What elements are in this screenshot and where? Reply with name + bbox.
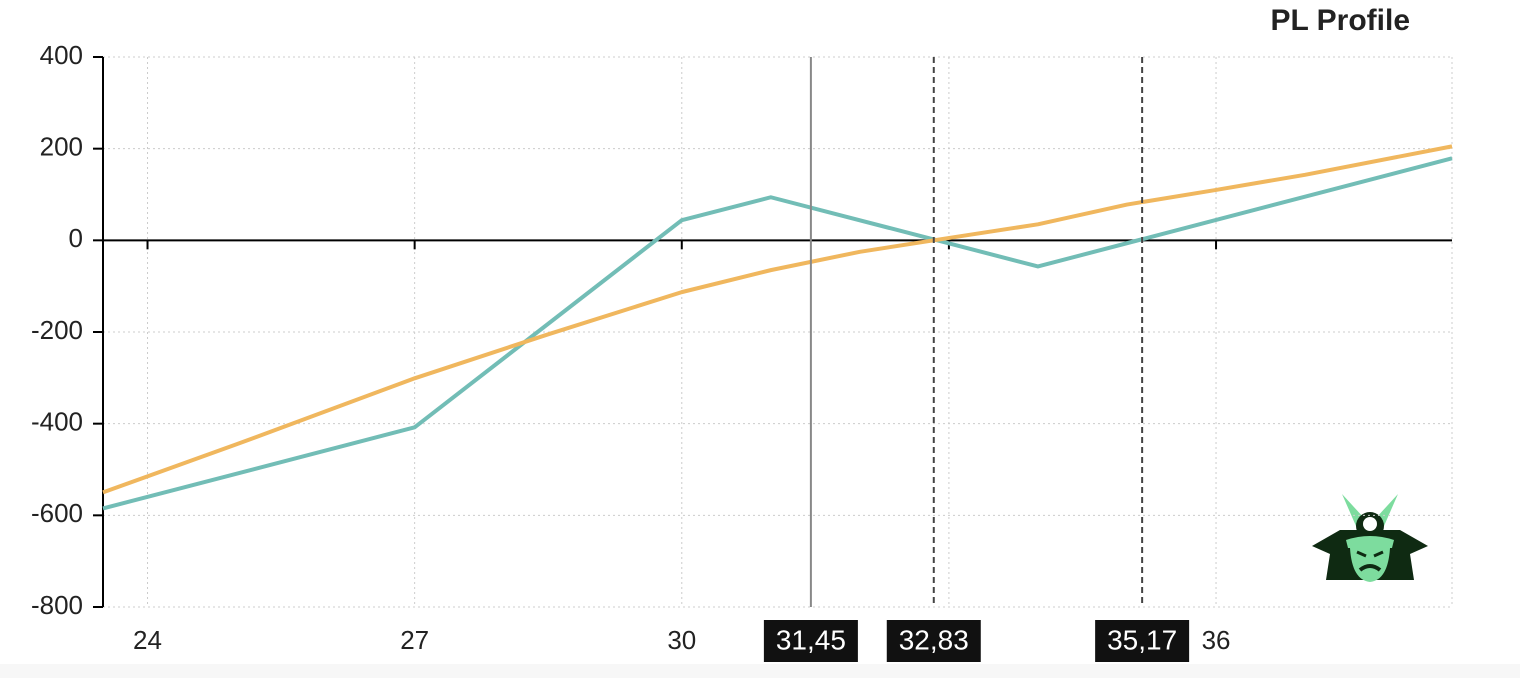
- footer-strip: [0, 664, 1520, 678]
- x-tick-label: 27: [400, 625, 429, 655]
- x-tick-label: 30: [667, 625, 696, 655]
- marker-label: 31,45: [776, 624, 846, 655]
- marker-label: 32,83: [899, 624, 969, 655]
- chart-title: PL Profile: [1271, 4, 1410, 37]
- y-tick-label: 0: [69, 223, 83, 253]
- y-tick-label: -200: [31, 315, 83, 345]
- y-tick-label: -400: [31, 407, 83, 437]
- x-tick-label: 24: [133, 625, 162, 655]
- y-tick-label: -800: [31, 590, 83, 620]
- y-tick-label: 200: [40, 132, 83, 162]
- logo: [1312, 494, 1428, 582]
- marker-label: 35,17: [1107, 624, 1177, 655]
- marker-label-box: [886, 620, 981, 662]
- y-tick-label: 400: [40, 40, 83, 70]
- marker-label-box: [1095, 620, 1190, 662]
- series-line: [102, 144, 1453, 495]
- marker-label-box: [763, 620, 858, 662]
- series-line: [102, 156, 1453, 511]
- x-tick-label: 36: [1202, 625, 1231, 655]
- y-tick-label: -600: [31, 498, 83, 528]
